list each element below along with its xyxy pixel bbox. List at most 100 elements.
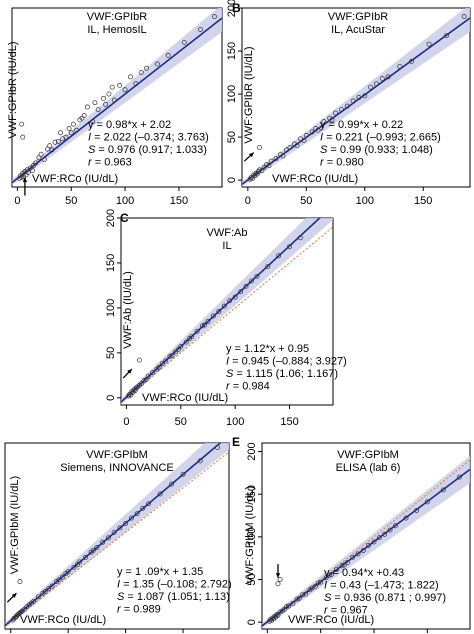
- intercept-ci-value: = 2.022 (–0.374; 3.763): [91, 132, 209, 144]
- data-point: [180, 471, 186, 477]
- assay-title: VWF:Ab: [207, 227, 248, 239]
- data-point: [277, 609, 283, 615]
- data-point: [178, 344, 184, 350]
- data-point: [341, 562, 347, 568]
- data-point: [117, 83, 123, 88]
- data-point: [94, 545, 100, 551]
- data-point: [249, 278, 254, 284]
- x-axis-title: VWF:RCo (IU/dL): [288, 614, 374, 626]
- correlation-symbol: r: [88, 157, 93, 169]
- data-point: [150, 370, 155, 376]
- regression-line: [5, 443, 222, 627]
- correlation-symbol: r: [117, 604, 122, 616]
- data-point: [355, 551, 361, 557]
- y-tick-label: 100: [226, 85, 238, 103]
- confidence-band: [262, 455, 470, 629]
- data-point: [183, 339, 189, 345]
- slope-ci-symbol: S: [226, 368, 234, 380]
- data-point: [215, 445, 220, 450]
- data-point: [189, 334, 195, 340]
- data-point: [169, 353, 175, 359]
- data-point: [56, 577, 62, 583]
- y-tick-label: 100: [246, 528, 258, 546]
- x-tick-label: 150: [170, 195, 188, 207]
- correlation-value: = 0.980: [324, 157, 364, 169]
- y-tick-label: 50: [246, 573, 258, 585]
- x-tick-label: 150: [280, 416, 298, 428]
- intercept-ci-value: = 0.945 (–0.884; 3.927): [229, 356, 347, 368]
- assay-title: VWF:GPIbM: [337, 449, 399, 461]
- data-point: [41, 157, 47, 162]
- slope-ci: S = 0.99 (0.933; 1.048): [320, 144, 433, 156]
- data-point: [154, 61, 160, 67]
- intercept-ci-value: = 1.35 (–0.108; 2.792): [120, 579, 232, 591]
- data-point: [254, 273, 260, 279]
- data-point: [280, 153, 286, 159]
- data-point: [294, 596, 300, 602]
- data-point: [111, 529, 117, 535]
- data-point: [221, 303, 227, 309]
- x-axis-title: VWF:RCo (IU/dL): [142, 392, 228, 404]
- data-point: [275, 581, 281, 587]
- slope-ci-value: = 0.936 (0.871 ; 0.997): [331, 592, 446, 604]
- data-point: [300, 592, 305, 598]
- x-axis-title: VWF:RCo (IU/dL): [32, 173, 118, 185]
- data-point: [134, 511, 140, 517]
- data-point: [339, 563, 345, 569]
- data-point: [25, 169, 31, 175]
- data-point: [138, 70, 144, 75]
- data-point: [366, 542, 372, 548]
- intercept-ci: I = 0.945 (–0.884; 3.927): [226, 356, 347, 368]
- data-point: [111, 97, 117, 103]
- data-point: [362, 93, 368, 99]
- data-point: [338, 107, 344, 112]
- slope-ci: S = 1.115 (1.06; 1.167): [226, 368, 338, 380]
- data-point: [274, 612, 280, 617]
- intercept-ci-symbol: I: [324, 580, 327, 592]
- data-point: [268, 158, 274, 164]
- x-tick-label: 100: [116, 195, 134, 207]
- x-axis-title: VWF:RCo (IU/dL): [272, 173, 358, 185]
- correlation: r = 0.963: [88, 157, 132, 169]
- data-point: [49, 147, 55, 153]
- data-point: [344, 559, 350, 565]
- assay-subtitle: IL: [222, 240, 231, 252]
- x-axis-title: VWF:RCo (IU/dL): [20, 614, 106, 626]
- assay-title: VWF:GPIbR: [87, 11, 148, 23]
- data-point: [409, 58, 414, 64]
- regression-equation: y = 0.98*x + 2.02: [88, 119, 171, 131]
- data-point: [440, 487, 446, 493]
- data-point: [82, 555, 88, 560]
- data-point: [350, 554, 356, 560]
- data-point: [128, 74, 133, 80]
- data-point: [146, 501, 152, 507]
- arrow-head: [248, 152, 254, 158]
- correlation-value: = 0.989: [121, 604, 161, 616]
- y-tick-label: 200: [105, 209, 117, 227]
- data-point: [287, 244, 292, 250]
- data-point: [133, 81, 139, 87]
- data-point: [286, 603, 292, 609]
- assay-subtitle: Siemens, INNOVANCE: [60, 462, 174, 474]
- data-point: [109, 84, 115, 90]
- data-point: [157, 491, 163, 497]
- data-point: [77, 559, 83, 565]
- correlation-value: = 0.967: [328, 605, 368, 617]
- data-point: [216, 309, 222, 314]
- y-tick-label: 150: [226, 42, 238, 60]
- data-point: [137, 357, 142, 363]
- data-point: [326, 572, 332, 578]
- y-tick-label: 50: [105, 347, 117, 359]
- data-point: [163, 358, 169, 364]
- data-point: [30, 168, 35, 174]
- correlation-symbol: r: [324, 605, 329, 617]
- data-point: [356, 95, 362, 100]
- data-point: [144, 65, 150, 71]
- data-point: [19, 175, 25, 180]
- assay-subtitle: IL, HemosIL: [87, 24, 146, 36]
